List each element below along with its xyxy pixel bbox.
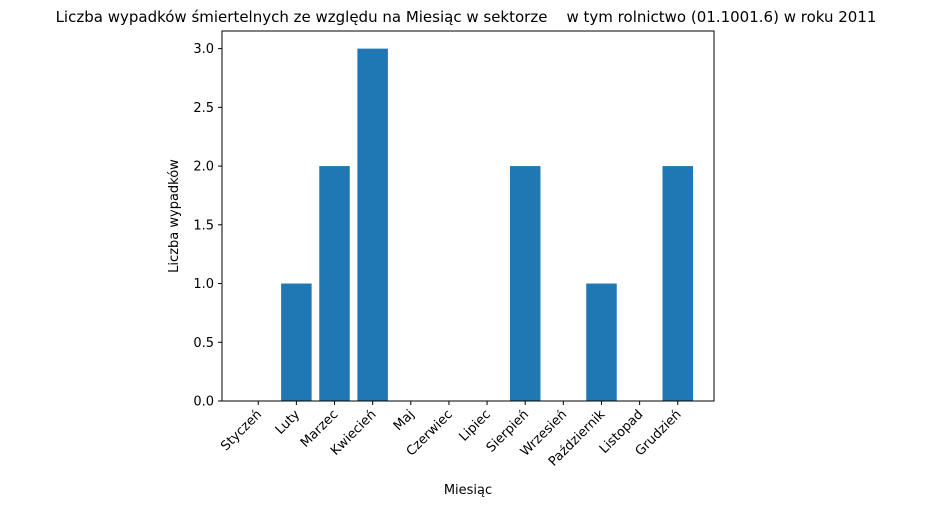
y-tick-label: 0.0 <box>193 395 214 410</box>
bar-4 <box>357 48 388 401</box>
x-tick-label: Styczeń <box>218 407 265 454</box>
x-tick-label: Maj <box>391 407 418 434</box>
x-axis-label: Miesiąc <box>444 483 492 498</box>
plot-frame <box>221 30 715 402</box>
y-tick-label: 3.0 <box>193 42 214 57</box>
bar-3 <box>319 166 350 401</box>
y-tick-label: 2.5 <box>193 101 214 116</box>
y-tick-label: 1.5 <box>193 218 214 233</box>
y-axis-label: Liczba wypadków <box>167 159 182 273</box>
bar-2 <box>281 283 312 401</box>
bars-group <box>281 48 694 401</box>
bar-8 <box>509 166 541 401</box>
x-tick-label: Luty <box>273 407 304 438</box>
y-tick-label: 0.5 <box>193 336 214 351</box>
bar-10 <box>586 283 617 401</box>
y-tick-label: 2.0 <box>193 160 214 175</box>
bar-12 <box>662 166 694 401</box>
y-axis-ticks: 0.0 0.5 1.0 1.5 2.0 2.5 3.0 <box>193 42 222 410</box>
y-tick-label: 1.0 <box>193 277 214 292</box>
chart-title: Liczba wypadków śmiertelnych ze względu … <box>56 8 877 26</box>
